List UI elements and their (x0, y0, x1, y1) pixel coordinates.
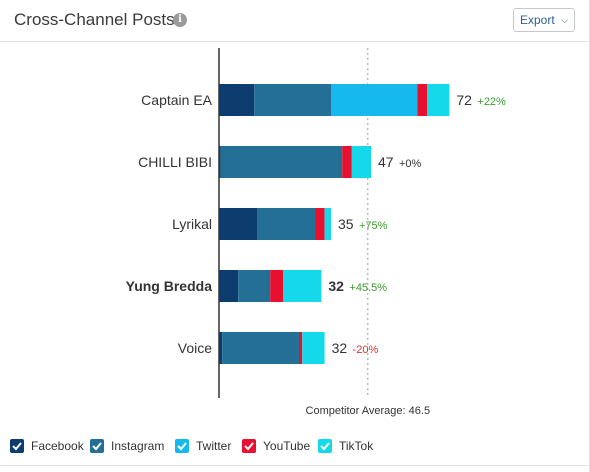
change-label-lyrikal: +75% (359, 220, 388, 232)
bar-segment-yung-bredda-youtube[interactable] (270, 270, 283, 302)
legend-label: Facebook (31, 439, 84, 453)
info-icon[interactable]: i (173, 13, 187, 27)
bar-segment-voice-youtube[interactable] (299, 332, 303, 364)
competitor-average-label: Competitor Average: 46.5 (306, 405, 431, 417)
category-label-lyrikal: Lyrikal (172, 216, 212, 232)
legend-label: Twitter (196, 439, 232, 453)
total-label-chilli-bibi: 47 (378, 154, 394, 170)
category-label-yung-bredda: Yung Bredda (126, 278, 213, 294)
total-label-lyrikal: 35 (338, 216, 354, 232)
total-label-captain-ea: 72 (456, 92, 472, 108)
bar-segment-chilli-bibi-youtube[interactable] (342, 146, 352, 178)
change-label-yung-bredda: +45.5% (349, 282, 387, 294)
bar-segment-chilli-bibi-instagram[interactable] (220, 146, 343, 178)
bar-segment-lyrikal-instagram[interactable] (257, 208, 315, 240)
checkbox-checked-icon[interactable] (242, 439, 256, 453)
bar-segment-lyrikal-facebook[interactable] (219, 208, 258, 240)
bar-segment-chilli-bibi-facebook[interactable] (219, 146, 221, 178)
card-header: Cross-Channel Posts i Export ⌵ (0, 0, 590, 42)
change-label-captain-ea: +22% (477, 96, 506, 108)
export-label: Export (520, 13, 555, 27)
category-label-captain-ea: Captain EA (141, 92, 212, 108)
bar-segment-chilli-bibi-tiktok[interactable] (351, 146, 371, 178)
category-label-voice: Voice (178, 340, 212, 356)
bar-segment-lyrikal-youtube[interactable] (315, 208, 325, 240)
bar-segment-captain-ea-instagram[interactable] (254, 84, 331, 116)
chevron-down-icon: ⌵ (561, 15, 568, 25)
checkbox-checked-icon[interactable] (175, 439, 189, 453)
bar-segment-captain-ea-youtube[interactable] (417, 84, 427, 116)
checkbox-checked-icon[interactable] (318, 439, 332, 453)
bar-segment-yung-bredda-facebook[interactable] (219, 270, 239, 302)
chart-legend: Facebook Instagram Twitter YouTube TikTok (0, 436, 590, 458)
bar-segment-captain-ea-tiktok[interactable] (427, 84, 450, 116)
card-divider (0, 465, 590, 466)
checkbox-checked-icon[interactable] (90, 439, 104, 453)
bar-segment-voice-tiktok[interactable] (302, 332, 325, 364)
bar-segment-voice-facebook[interactable] (219, 332, 223, 364)
bar-segment-yung-bredda-tiktok[interactable] (283, 270, 322, 302)
bar-segment-lyrikal-tiktok[interactable] (324, 208, 331, 240)
bar-segment-captain-ea-facebook[interactable] (219, 84, 255, 116)
change-label-voice: -20% (353, 344, 379, 356)
stacked-bar-chart: Competitor Average: 46.5 Captain EA 72 +22%… (126, 48, 506, 417)
export-button[interactable]: Export ⌵ (513, 8, 575, 32)
category-label-chilli-bibi: CHILLI BIBI (138, 154, 212, 170)
legend-label: YouTube (263, 439, 311, 453)
legend-label: TikTok (339, 439, 374, 453)
bar-segment-yung-bredda-instagram[interactable] (238, 270, 271, 302)
checkbox-checked-icon[interactable] (10, 439, 24, 453)
bar-segment-voice-instagram[interactable] (222, 332, 299, 364)
total-label-yung-bredda: 32 (328, 278, 344, 294)
bar-segment-captain-ea-twitter[interactable] (331, 84, 418, 116)
change-label-chilli-bibi: +0% (399, 158, 422, 170)
total-label-voice: 32 (332, 340, 348, 356)
card-title: Cross-Channel Posts (14, 10, 175, 29)
legend-label: Instagram (111, 439, 165, 453)
